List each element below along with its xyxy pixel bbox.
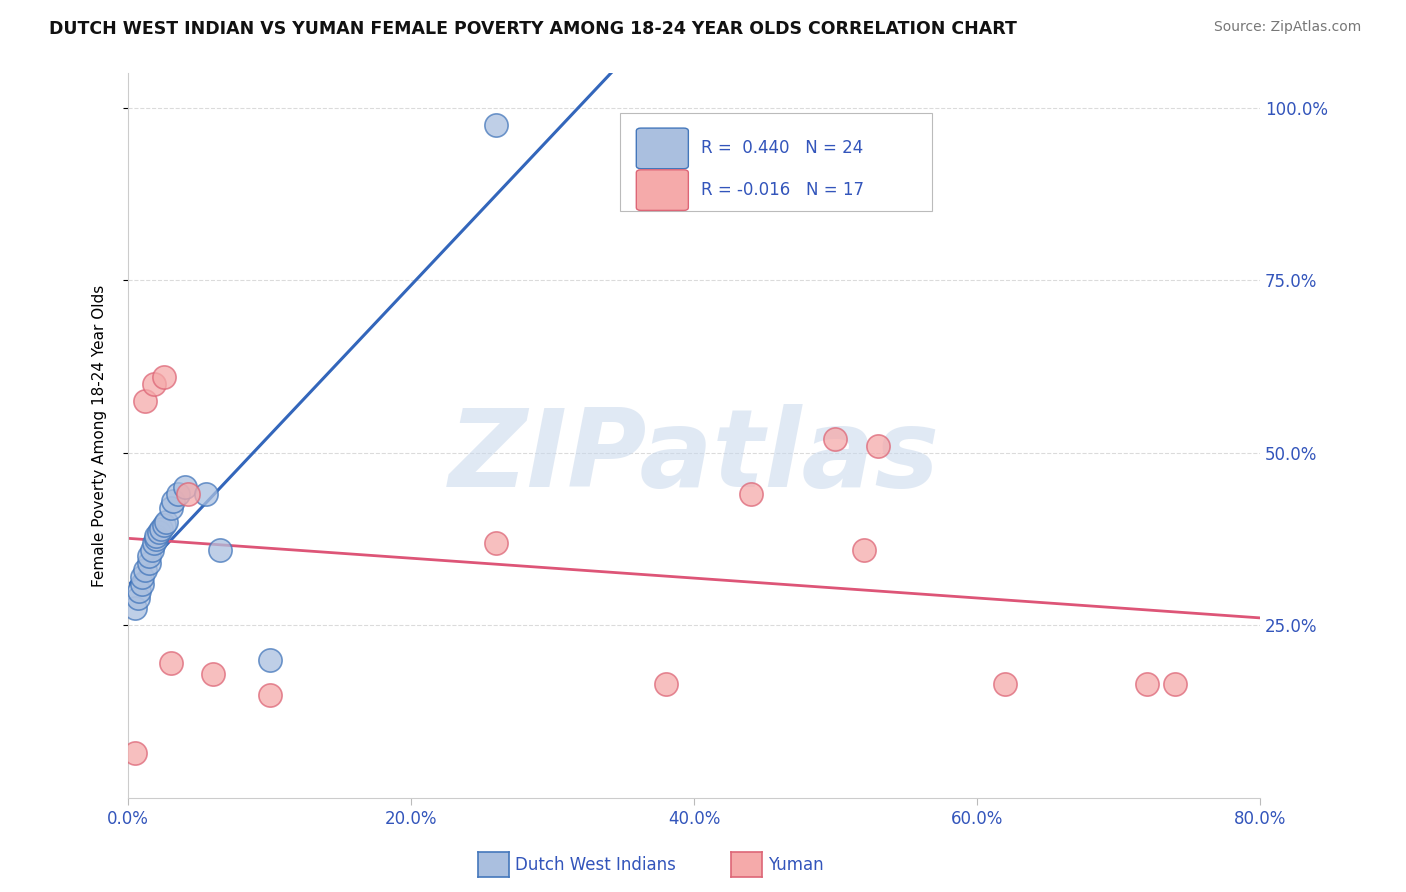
Text: R = -0.016   N = 17: R = -0.016 N = 17 [700,181,863,199]
Point [145,529,167,543]
Point [138,549,160,564]
Point [134,394,156,409]
Point [142,535,165,549]
Point [485,118,508,132]
Point [152,369,174,384]
Point [1164,677,1187,691]
Point [124,601,146,615]
Point [159,657,181,671]
Point [202,666,225,681]
FancyBboxPatch shape [620,113,932,211]
Point [124,746,146,760]
Point [155,515,177,529]
Point [994,677,1017,691]
Point [131,570,153,584]
FancyBboxPatch shape [637,128,689,169]
Point [149,522,172,536]
Point [145,532,167,546]
Point [159,501,181,516]
Point [176,487,198,501]
Point [152,518,174,533]
Point [485,535,508,549]
Point [194,487,217,501]
FancyBboxPatch shape [637,169,689,211]
Point [127,591,149,605]
Text: Source: ZipAtlas.com: Source: ZipAtlas.com [1213,20,1361,34]
Text: ZIPatlas: ZIPatlas [449,404,939,510]
Point [148,525,170,540]
Point [209,542,232,557]
Y-axis label: Female Poverty Among 18-24 Year Olds: Female Poverty Among 18-24 Year Olds [93,285,107,587]
Point [128,583,150,598]
Point [259,688,281,702]
Text: R =  0.440   N = 24: R = 0.440 N = 24 [700,139,863,157]
Text: Yuman: Yuman [768,856,824,874]
Point [131,577,153,591]
Point [134,563,156,577]
Point [259,653,281,667]
Point [740,487,762,501]
Point [141,542,163,557]
Point [173,480,195,494]
Point [654,677,676,691]
Point [866,439,889,453]
Point [1136,677,1159,691]
Point [166,487,188,501]
Point [138,557,160,571]
Text: Dutch West Indians: Dutch West Indians [515,856,675,874]
Point [162,494,184,508]
Point [142,376,165,391]
Point [824,432,846,446]
Point [852,542,875,557]
Text: DUTCH WEST INDIAN VS YUMAN FEMALE POVERTY AMONG 18-24 YEAR OLDS CORRELATION CHAR: DUTCH WEST INDIAN VS YUMAN FEMALE POVERT… [49,20,1017,37]
